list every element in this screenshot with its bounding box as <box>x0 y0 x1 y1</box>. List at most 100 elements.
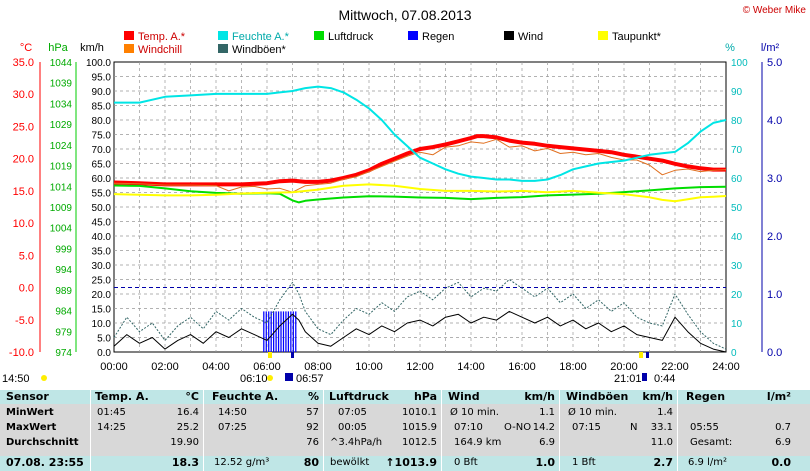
wind-tick-label: 55.0 <box>92 189 112 200</box>
sunset-tick <box>639 352 643 358</box>
wind-tick-label: 75.0 <box>92 131 112 142</box>
left-time-label: 14:50 <box>2 373 30 385</box>
legend-swatch <box>314 31 324 40</box>
wind-max-time: 07:10 <box>454 422 483 433</box>
rain-total-label: Gesamt: <box>690 437 733 448</box>
legend-label: Taupunkt* <box>612 31 662 43</box>
humidity-avg-value: 76 <box>306 437 319 448</box>
wind-avg10-value: 1.1 <box>539 407 555 418</box>
pressure-axis-unit: hPa <box>48 42 68 54</box>
pressure-trend: ^3.4hPa/h <box>330 437 383 448</box>
time-tick-label: 08:00 <box>304 361 332 373</box>
pressure-tick-label: 989 <box>55 286 72 297</box>
rain-column: Regen l/m² 05:55 0.7 Gesamt: 6.9 6.9 l/m… <box>677 390 795 471</box>
wind-distance: 164.9 km <box>454 437 502 448</box>
temp-tick-label: 30.0 <box>13 89 34 101</box>
legend-label: Feuchte A.* <box>232 31 290 43</box>
wind-column: Wind km/h Ø 10 min. 1.1 07:10 O-NO 14.2 … <box>441 390 559 471</box>
temp-unit: °C <box>185 390 199 403</box>
temp-column: Temp. A. °C 01:45 16.4 14:25 25.2 19.90 … <box>90 390 203 471</box>
time-tick-label: 00:00 <box>100 361 128 373</box>
legend-swatch <box>408 31 418 40</box>
pressure-tick-label: 1014 <box>50 182 73 193</box>
gust-max-direction: N <box>630 422 638 433</box>
rain-tick-label: 3.0 <box>767 173 782 185</box>
pressure-min-value: 1010.1 <box>402 407 437 418</box>
series-line-feuchte-a <box>114 85 727 182</box>
humidity-tick-label: 0 <box>731 348 737 359</box>
humidity-tick-label: 90 <box>731 87 743 98</box>
moonrise-tick <box>291 352 294 358</box>
wind-tick-label: 80.0 <box>92 116 112 127</box>
gust-unit: km/h <box>642 390 673 403</box>
wind-unit: km/h <box>524 390 555 403</box>
time-tick-label: 20:00 <box>610 361 638 373</box>
legend-swatch <box>504 31 514 40</box>
wind-axis-unit: km/h <box>80 42 104 54</box>
pressure-min-time: 07:05 <box>338 407 367 418</box>
summary-table: Sensor MinWert MaxWert Durchschnitt 07.0… <box>0 390 810 471</box>
time-tick-label: 14:00 <box>457 361 485 373</box>
wind-tick-label: 65.0 <box>92 160 112 171</box>
pressure-tick-label: 1009 <box>50 203 73 214</box>
gust-header: Windböen <box>566 390 629 403</box>
time-tick-label: 06:00 <box>253 361 281 373</box>
moonset-tick <box>646 352 649 358</box>
wind-avg-label: Ø 10 min. <box>450 407 499 418</box>
humidity-max-value: 92 <box>306 422 319 433</box>
gust-avg-value: 11.0 <box>650 437 673 448</box>
humidity-current-value: 80 <box>303 456 319 469</box>
pressure-tick-label: 974 <box>55 348 72 359</box>
pressure-tick-label: 1039 <box>50 79 73 90</box>
humidity-absolute: 12.52 g/m³ <box>214 457 270 468</box>
legend-label: Temp. A.* <box>138 31 186 43</box>
humidity-tick-label: 30 <box>731 261 743 272</box>
humidity-axis-unit: % <box>725 42 735 54</box>
humidity-tick-label: 100 <box>731 58 748 69</box>
temp-tick-label: 25.0 <box>13 121 34 133</box>
weather-chart: Mittwoch, 07.08.2013 © Weber Mike Temp. A.… <box>2 5 806 385</box>
rain-max-time: 05:55 <box>690 422 719 433</box>
series-line-wind <box>113 310 727 353</box>
humidity-tick-label: 10 <box>731 319 743 330</box>
current-timestamp: 07.08. 23:55 <box>6 456 84 469</box>
wind-tick-label: 30.0 <box>92 261 112 272</box>
gust-beaufort: 1 Bft <box>572 457 596 468</box>
time-tick-label: 24:00 <box>712 361 740 373</box>
rain-bar <box>285 311 287 352</box>
humidity-tick-label: 40 <box>731 232 743 243</box>
wind-tick-label: 5.0 <box>97 334 111 345</box>
pressure-tick-label: 999 <box>55 244 72 255</box>
rain-today: 6.9 l/m² <box>688 457 727 468</box>
series-line-temp-a <box>113 134 726 187</box>
temp-tick-label: 20.0 <box>13 154 34 166</box>
humidity-tick-label: 50 <box>731 203 743 214</box>
legend-label: Windböen* <box>232 44 287 56</box>
rain-bar <box>270 311 272 352</box>
temp-tick-label: 5.0 <box>19 250 34 262</box>
time-tick-label: 22:00 <box>661 361 689 373</box>
gust-column: Windböen km/h Ø 10 min. 1.4 07:15 N 33.1… <box>559 390 677 471</box>
wind-max-direction: O-NO <box>504 422 532 433</box>
temp-header: Temp. A. <box>95 390 149 403</box>
rain-tick-label: 1.0 <box>767 289 782 301</box>
rain-tick-label: 2.0 <box>767 231 782 243</box>
temp-tick-label: -5.0 <box>15 315 34 327</box>
rain-bar <box>287 311 290 352</box>
forecast-text: bewölkt <box>330 457 370 468</box>
rain-max-value: 0.7 <box>775 422 791 433</box>
rain-bar <box>275 311 277 352</box>
series-line-windchill <box>113 138 727 193</box>
legend-label: Luftdruck <box>328 31 374 43</box>
wind-tick-label: 60.0 <box>92 174 112 185</box>
humidity-min-value: 57 <box>306 407 319 418</box>
time-tick-label: 12:00 <box>406 361 434 373</box>
series-line-taupunkt <box>113 183 727 203</box>
temp-tick-label: 10.0 <box>13 218 34 230</box>
legend-label: Windchill <box>138 44 182 56</box>
wind-beaufort: 0 Bft <box>454 457 478 468</box>
gust-max-time: 07:15 <box>572 422 601 433</box>
chart-title: Mittwoch, 07.08.2013 <box>338 7 471 23</box>
sensor-header: Sensor <box>6 390 49 403</box>
rain-bar <box>277 311 280 352</box>
